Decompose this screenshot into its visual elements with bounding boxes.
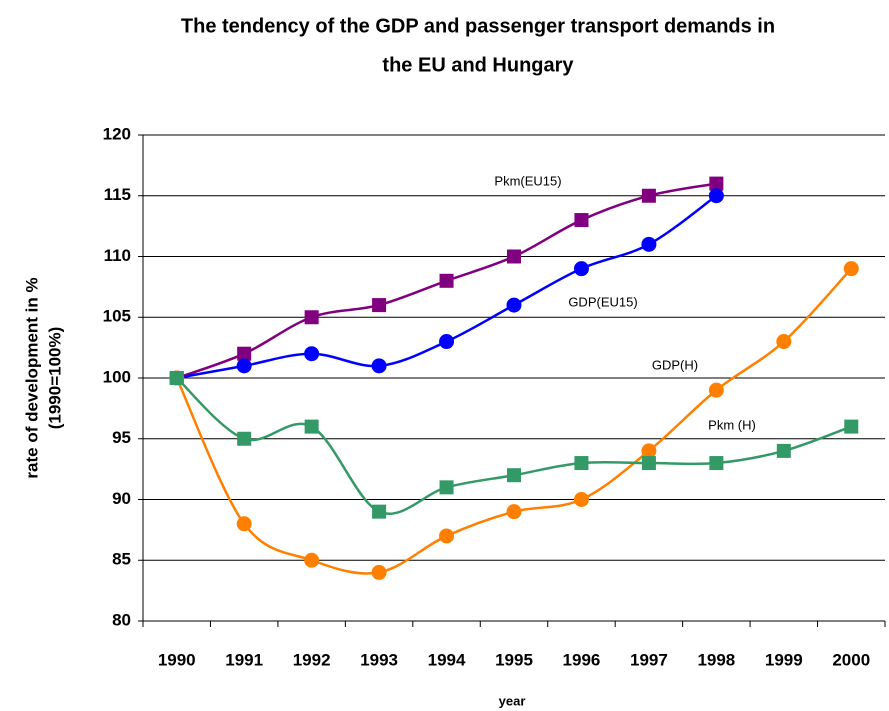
data-point xyxy=(573,261,589,277)
data-point xyxy=(506,504,522,520)
data-point xyxy=(304,419,319,434)
x-tick-label: 1998 xyxy=(697,650,735,669)
data-point xyxy=(507,468,521,483)
y-tick-label: 95 xyxy=(112,428,131,447)
data-point xyxy=(304,552,320,568)
x-tick-label: 1990 xyxy=(158,650,196,669)
x-tick-label: 1999 xyxy=(765,650,803,669)
x-tick-label: 1991 xyxy=(225,650,263,669)
y-tick-label: 115 xyxy=(104,185,131,204)
x-tick-label: 1994 xyxy=(428,650,466,669)
data-point xyxy=(843,261,859,277)
data-point xyxy=(236,358,252,374)
x-tick-label: 1996 xyxy=(563,650,601,669)
chart-title: the EU and Hungary xyxy=(382,54,574,76)
data-point xyxy=(641,456,656,471)
data-point xyxy=(709,176,724,191)
data-point xyxy=(507,249,521,264)
data-point xyxy=(574,456,589,471)
data-point xyxy=(641,188,656,203)
y-tick-label: 90 xyxy=(112,489,131,508)
data-point xyxy=(439,273,454,288)
data-point xyxy=(709,456,724,471)
series-label: Pkm(EU15) xyxy=(494,173,561,188)
y-tick-label: 105 xyxy=(103,307,131,326)
data-point xyxy=(439,528,455,544)
series-label: Pkm (H) xyxy=(708,417,756,432)
x-tick-label: 1992 xyxy=(293,650,331,669)
y-tick-label: 120 xyxy=(103,124,131,143)
x-tick-label: 1997 xyxy=(630,650,668,669)
data-point xyxy=(237,346,252,361)
series-line xyxy=(175,377,852,515)
data-point xyxy=(776,334,792,350)
y-tick-label: 80 xyxy=(112,610,131,629)
data-point xyxy=(844,419,859,434)
data-point xyxy=(371,564,387,580)
y-tick-label: 110 xyxy=(104,246,131,265)
data-point xyxy=(708,188,724,204)
series-label: GDP(EU15) xyxy=(568,294,637,309)
x-tick-label: 2000 xyxy=(832,650,870,669)
data-point xyxy=(372,298,387,313)
data-point xyxy=(439,334,455,350)
data-point xyxy=(304,346,320,362)
data-point xyxy=(708,382,724,398)
data-point xyxy=(641,443,657,459)
series-label: GDP(H) xyxy=(652,357,698,372)
x-tick-label: 1995 xyxy=(495,650,533,669)
y-axis-title: rate of development in % xyxy=(22,277,41,478)
y-tick-label: 85 xyxy=(112,550,131,569)
x-tick-label: 1993 xyxy=(360,650,398,669)
y-tick-label: 100 xyxy=(103,367,131,386)
chart-title: The tendency of the GDP and passenger tr… xyxy=(181,15,775,37)
data-point xyxy=(169,371,184,385)
data-point xyxy=(776,443,791,458)
data-point xyxy=(641,236,657,252)
y-axis-title: (1990=100%) xyxy=(45,327,64,430)
data-point xyxy=(304,310,319,325)
data-point xyxy=(372,504,387,519)
data-point xyxy=(371,358,387,374)
data-point xyxy=(574,213,589,228)
x-axis-title: year xyxy=(499,693,526,708)
data-point xyxy=(237,431,252,446)
data-point xyxy=(506,297,522,313)
data-point xyxy=(439,480,454,495)
data-point xyxy=(236,516,252,532)
data-point xyxy=(573,492,589,507)
